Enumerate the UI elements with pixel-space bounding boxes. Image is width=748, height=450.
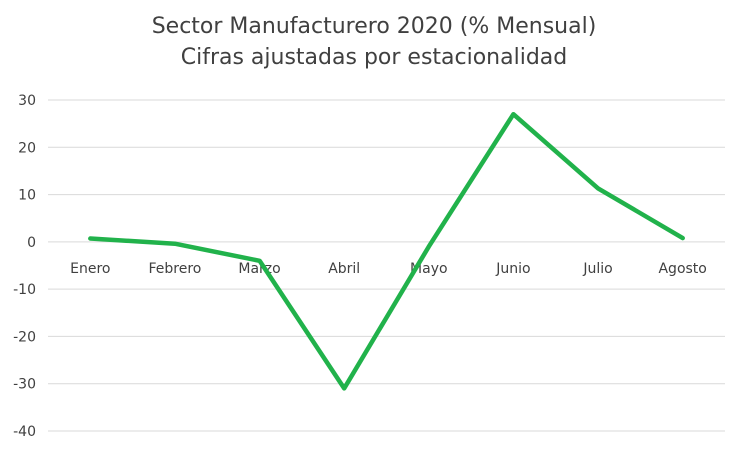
y-tick-label: 30 bbox=[18, 93, 36, 109]
x-tick-label: Febrero bbox=[149, 261, 202, 277]
y-tick-label: -20 bbox=[13, 329, 36, 345]
x-tick-label: Enero bbox=[70, 261, 110, 277]
y-tick-label: 10 bbox=[18, 188, 36, 204]
x-tick-label: Julio bbox=[582, 261, 612, 277]
y-tick-label: -30 bbox=[13, 377, 36, 393]
x-tick-label: Agosto bbox=[658, 261, 706, 277]
chart-title: Sector Manufacturero 2020 (% Mensual) bbox=[151, 14, 597, 39]
series-line bbox=[88, 111, 685, 391]
y-tick-label: 20 bbox=[18, 140, 36, 156]
y-tick-label: -40 bbox=[13, 424, 36, 440]
x-tick-label: Junio bbox=[495, 261, 530, 277]
y-tick-label: 0 bbox=[27, 235, 36, 251]
y-tick-label: -10 bbox=[13, 282, 36, 298]
x-tick-label: Abril bbox=[328, 261, 360, 277]
chart-subtitle: Cifras ajustadas por estacionalidad bbox=[180, 45, 568, 70]
